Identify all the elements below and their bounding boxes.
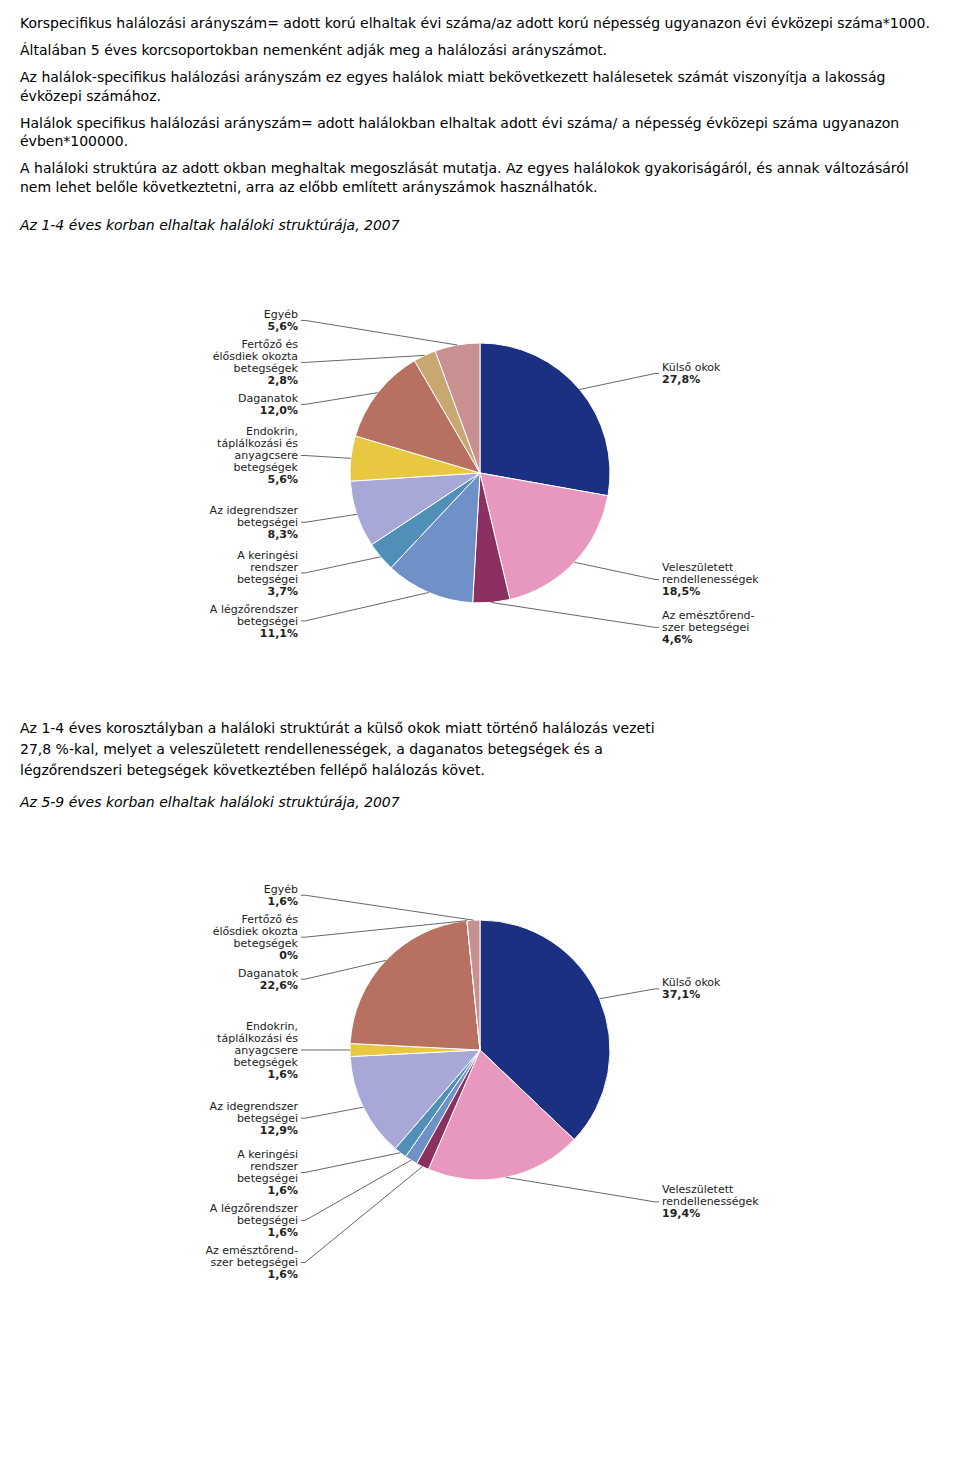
svg-text:Veleszületettrendellenességek1: Veleszületettrendellenességek19,4% bbox=[662, 1183, 759, 1220]
svg-text:Az idegrendszerbetegségei12,9%: Az idegrendszerbetegségei12,9% bbox=[210, 1100, 299, 1137]
svg-text:Külső okok27,8%: Külső okok27,8% bbox=[662, 361, 721, 386]
html-text:Korspecifikus halálozási arány: Korspecifikus halálozási arányszám= adot… bbox=[20, 15, 930, 31]
svg-text:A keringésirendszerbetegségei3: A keringésirendszerbetegségei3,7% bbox=[237, 549, 299, 598]
svg-text:Fertőző ésélősdiek okoztabeteg: Fertőző ésélősdiek okoztabetegségek2,8% bbox=[213, 338, 299, 387]
html-text:Általában 5 éves korcsoportokb: Általában 5 éves korcsoportokban nemenké… bbox=[20, 41, 607, 58]
svg-text:Egyéb1,6%: Egyéb1,6% bbox=[264, 883, 298, 908]
svg-text:Az emésztőrend-szer betegségei: Az emésztőrend-szer betegségei1,6% bbox=[205, 1244, 298, 1281]
svg-text:Endokrin,táplálkozási ésanyagc: Endokrin,táplálkozási ésanyagcserebetegs… bbox=[217, 425, 299, 486]
html-text:légzőrendszeri betegségek köve: légzőrendszeri betegségek következtében … bbox=[20, 761, 485, 778]
html-text:Halálok specifikus halálozási: Halálok specifikus halálozási arányszám=… bbox=[20, 114, 900, 150]
svg-text:Veleszületettrendellenességek1: Veleszületettrendellenességek18,5% bbox=[662, 561, 759, 598]
html-text:Az 1-4 éves korban elhaltak ha: Az 1-4 éves korban elhaltak haláloki str… bbox=[20, 217, 400, 234]
html-text:A haláloki struktúra az adott: A haláloki struktúra az adott okban megh… bbox=[20, 160, 909, 196]
svg-text:Daganatok12,0%: Daganatok12,0% bbox=[238, 392, 299, 417]
html-text:27,8 %-kal, melyet a veleszüle: 27,8 %-kal, melyet a veleszületett rende… bbox=[20, 741, 603, 757]
svg-text:Külső okok37,1%: Külső okok37,1% bbox=[662, 976, 721, 1001]
html-text:Az 1-4 éves korosztályban a ha: Az 1-4 éves korosztályban a haláloki str… bbox=[20, 720, 655, 737]
html-text:Az halálok-specifikus halálozá: Az halálok-specifikus halálozási aránysz… bbox=[20, 68, 886, 104]
svg-text:Endokrin,táplálkozási ésanyagc: Endokrin,táplálkozási ésanyagcserebetegs… bbox=[217, 1019, 299, 1080]
svg-text:A légzőrendszerbetegségei1,6%: A légzőrendszerbetegségei1,6% bbox=[210, 1202, 299, 1239]
svg-text:Az idegrendszerbetegségei8,3%: Az idegrendszerbetegségei8,3% bbox=[210, 504, 299, 541]
svg-text:Egyéb5,6%: Egyéb5,6% bbox=[264, 308, 298, 333]
svg-text:A keringésirendszerbetegségei1: A keringésirendszerbetegségei1,6% bbox=[237, 1148, 299, 1197]
html-text:Az 5-9 éves korban elhaltak ha: Az 5-9 éves korban elhaltak haláloki str… bbox=[20, 793, 400, 810]
svg-text:Az emésztőrend-szer betegségei: Az emésztőrend-szer betegségei4,6% bbox=[662, 609, 755, 646]
svg-text:Daganatok22,6%: Daganatok22,6% bbox=[238, 967, 299, 992]
svg-text:A légzőrendszerbetegségei11,1%: A légzőrendszerbetegségei11,1% bbox=[210, 603, 299, 640]
svg-text:Fertőző ésélősdiek okoztabeteg: Fertőző ésélősdiek okoztabetegségek0% bbox=[213, 913, 299, 962]
